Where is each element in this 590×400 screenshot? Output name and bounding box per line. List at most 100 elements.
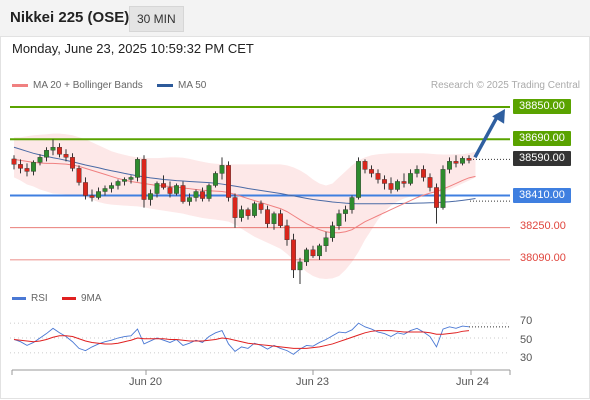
candle-body-65 [434,187,439,208]
projection-arrow-head [492,109,505,124]
candle-body-25 [174,185,179,194]
legend-ma50-label: MA 50 [178,80,207,91]
candle-body-37 [252,203,257,216]
candle-body-41 [278,213,283,226]
candle-body-61 [408,173,413,184]
candle-body-21 [148,193,153,200]
candle-body-42 [284,225,290,240]
candle-body-23 [161,183,166,188]
candle-body-18 [128,177,134,180]
candle-body-29 [200,191,205,199]
candle-body-8 [63,154,69,158]
projection-arrow [473,116,499,159]
candle-body-14 [102,188,108,192]
candle-body-59 [395,181,400,190]
legend-rsi-swatch [12,296,26,300]
instrument-title: Nikkei 225 (OSE) [10,9,130,26]
candle-body-32 [219,165,225,174]
candle-body-10 [76,168,82,183]
candle-body-52 [349,197,355,210]
candle-body-2 [24,168,30,172]
candle-body-40 [271,213,277,224]
candle-body-9 [70,157,75,169]
candle-body-58 [388,183,394,190]
candle-body-67 [447,161,452,170]
level-label-0: 38850.00 [513,99,571,115]
bollinger-band-fill [14,133,476,279]
candle-body-64 [427,177,433,188]
legend-rsi-ma: 9MA [62,293,102,304]
candle-body-27 [187,197,192,202]
candle-body-34 [232,197,238,218]
level-label-5: 38090.00 [520,251,566,264]
candle-body-26 [180,185,186,202]
level-label-4: 38250.00 [520,219,566,232]
legend-rsi-ma-label: 9MA [81,293,102,304]
candle-body-48 [323,237,329,246]
x-tick-jun20: Jun 20 [129,376,163,388]
x-tick-jun24: Jun 24 [456,376,490,388]
candle-body-55 [369,169,374,174]
candle-body-31 [213,173,218,186]
candle-body-17 [122,179,127,182]
candle-body-13 [96,191,101,198]
candle-body-12 [89,195,95,198]
level-label-3: 38410.00 [513,187,571,203]
candle-body-4 [37,157,43,163]
legend-rsi-ma-swatch [62,296,76,300]
level-label-1: 38690.00 [513,131,571,147]
research-credit: Research © 2025 Trading Central [430,80,580,91]
rsi-line [13,322,470,355]
candle-body-22 [154,183,160,194]
candle-body-33 [226,165,231,198]
candle-body-69 [460,158,465,164]
candle-body-7 [57,147,62,155]
candle-body-53 [356,161,361,198]
candle-body-49 [330,225,335,238]
rsi-tick-50: 50 [520,334,533,346]
candle-body-16 [115,181,121,186]
candle-body-70 [466,158,472,161]
candle-body-62 [414,169,420,174]
candle-body-60 [401,181,407,184]
legend-bollinger-swatch [12,83,28,87]
candle-body-56 [375,173,381,180]
timeframe-badge[interactable]: 30 MIN [129,6,184,32]
candle-body-51 [343,209,348,214]
legend-ma50: MA 50 [157,80,206,91]
x-tick-jun23: Jun 23 [296,376,330,388]
candle-body-39 [265,209,270,224]
ma50-line [13,146,476,205]
candle-body-57 [382,179,387,184]
legend-rsi: RSI [12,293,48,304]
candle-body-3 [31,162,36,172]
candle-body-44 [297,261,303,271]
candle-body-6 [50,147,56,151]
candle-body-20 [141,159,147,200]
chart-header: Nikkei 225 (OSE) 30 MIN [0,0,590,36]
candle-body-11 [83,182,88,196]
datetime-label: Monday, June 23, 2025 10:59:32 PM CET [12,41,254,56]
legend-ma50-swatch [157,83,173,87]
candle-body-19 [135,159,140,178]
level-label-2: 38590.00 [513,151,571,167]
candle-body-47 [317,245,322,257]
candle-body-45 [304,249,309,263]
legend-bollinger-label: MA 20 + Bollinger Bands [33,80,143,91]
candle-body-50 [336,213,342,226]
candle-body-63 [421,169,426,178]
candle-body-30 [206,185,212,199]
candle-body-1 [18,164,23,169]
candle-body-43 [291,239,296,271]
candle-body-35 [239,209,244,218]
candle-body-46 [310,249,316,257]
candle-body-38 [258,203,264,210]
candle-body-28 [193,191,199,198]
candle-body-0 [11,158,17,165]
candle-body-66 [440,169,446,208]
candle-body-36 [245,209,251,216]
legend-bollinger: MA 20 + Bollinger Bands [12,80,143,91]
candle-body-68 [453,161,459,164]
candle-body-15 [109,185,114,189]
rsi-ma-line [13,330,470,349]
